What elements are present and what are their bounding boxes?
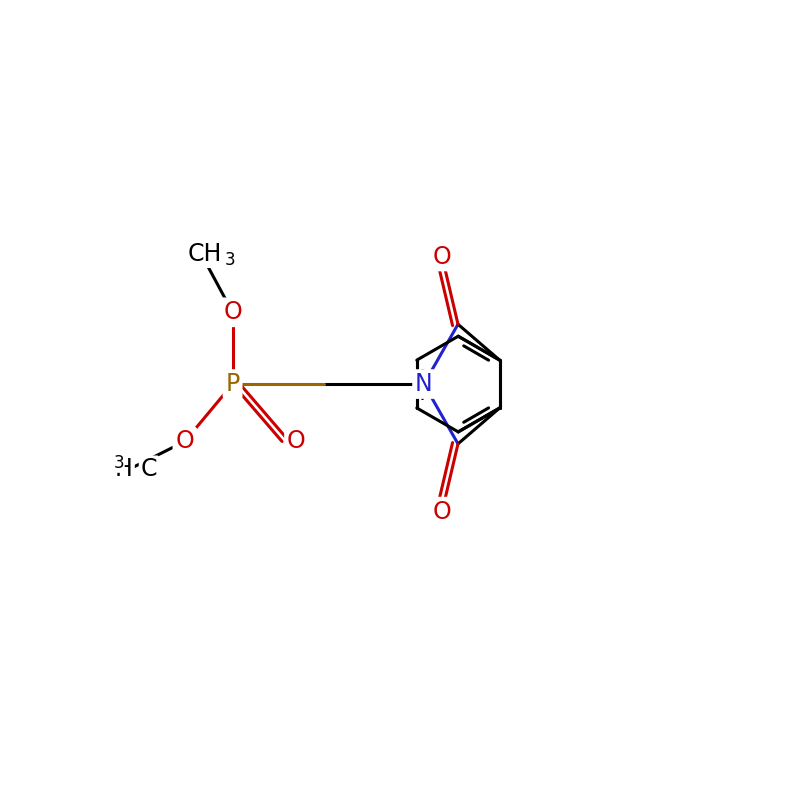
Text: O: O xyxy=(433,245,451,269)
Text: 3: 3 xyxy=(114,454,124,472)
Text: O: O xyxy=(433,500,451,524)
Text: O: O xyxy=(287,430,306,454)
Text: C: C xyxy=(141,458,157,482)
Text: CH: CH xyxy=(187,242,222,266)
Text: 3: 3 xyxy=(225,251,235,270)
Text: P: P xyxy=(226,372,240,396)
Text: O: O xyxy=(223,300,242,324)
Text: H: H xyxy=(115,458,133,482)
Text: N: N xyxy=(415,372,433,396)
Text: O: O xyxy=(175,430,194,454)
